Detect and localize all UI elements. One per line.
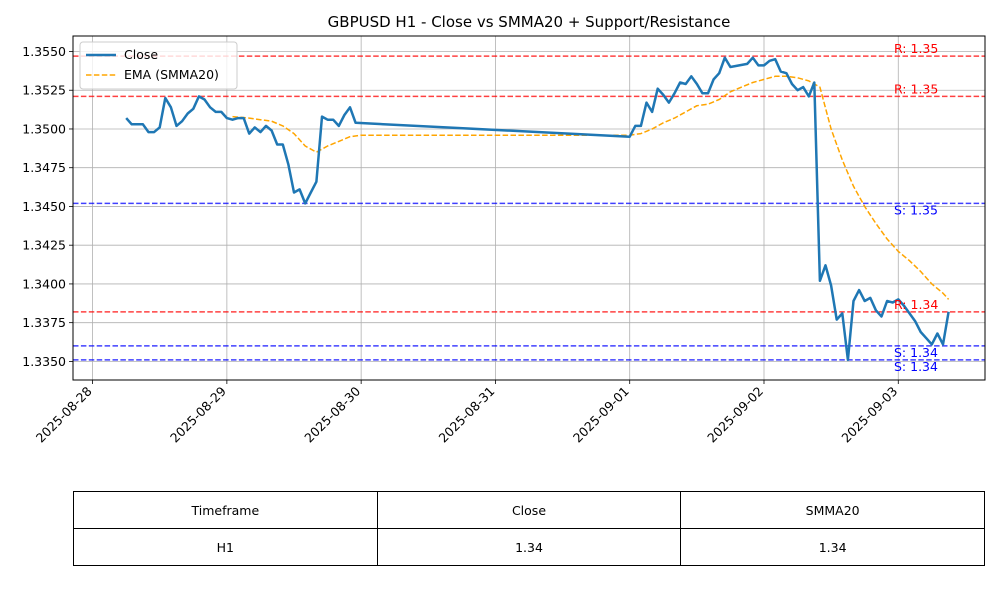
y-tick-label: 1.3375 <box>22 315 66 330</box>
support-label: S: 1.35 <box>894 202 938 217</box>
price-chart: GBPUSD H1 - Close vs SMMA20 + Support/Re… <box>22 13 986 446</box>
y-tick-label: 1.3400 <box>22 276 66 291</box>
series-line-close <box>125 56 950 362</box>
support-label: S: 1.34 <box>894 345 938 360</box>
y-tick-label: 1.3425 <box>22 238 66 253</box>
y-tick-label: 1.3475 <box>22 160 66 175</box>
legend-box <box>79 41 238 90</box>
y-tick-label: 1.3500 <box>22 121 66 136</box>
summary-table: Timeframe Close SMMA20 H1 1.34 1.34 <box>73 491 985 566</box>
legend: Close EMA (SMMA20) <box>79 41 238 90</box>
resistance-label: R: 1.35 <box>894 81 938 96</box>
y-tick-label: 1.3450 <box>22 199 66 214</box>
resistance-label: R: 1.34 <box>894 297 938 312</box>
plot-frame <box>72 35 986 381</box>
table-row: H1 1.34 1.34 <box>73 528 985 566</box>
support-resistance-labels: R: 1.35 R: 1.35 S: 1.35 R: 1.34 S: 1.34S: 1.… <box>894 41 938 374</box>
cell-close: 1.34 <box>376 528 682 566</box>
grid-lines <box>73 36 985 380</box>
header-smma20: SMMA20 <box>680 491 985 529</box>
y-tick-label: 1.3350 <box>22 354 66 369</box>
header-timeframe: Timeframe <box>73 491 378 529</box>
legend-close-label: Close <box>124 47 158 62</box>
series-line-ema-smma20 <box>232 75 950 300</box>
support-resistance-lines <box>73 55 985 361</box>
y-tick-label: 1.3550 <box>22 44 66 59</box>
chart-title: GBPUSD H1 - Close vs SMMA20 + Support/Re… <box>328 13 731 31</box>
cell-smma20: 1.34 <box>680 528 985 566</box>
support-label: S: 1.34 <box>894 359 938 374</box>
cell-timeframe: H1 <box>73 528 378 566</box>
resistance-label: R: 1.35 <box>894 41 938 56</box>
legend-smma-label: EMA (SMMA20) <box>124 67 219 82</box>
y-tick-label: 1.3525 <box>22 83 66 98</box>
header-close: Close <box>376 491 682 529</box>
table-header-row: Timeframe Close SMMA20 <box>73 491 985 529</box>
series-lines <box>125 56 950 362</box>
